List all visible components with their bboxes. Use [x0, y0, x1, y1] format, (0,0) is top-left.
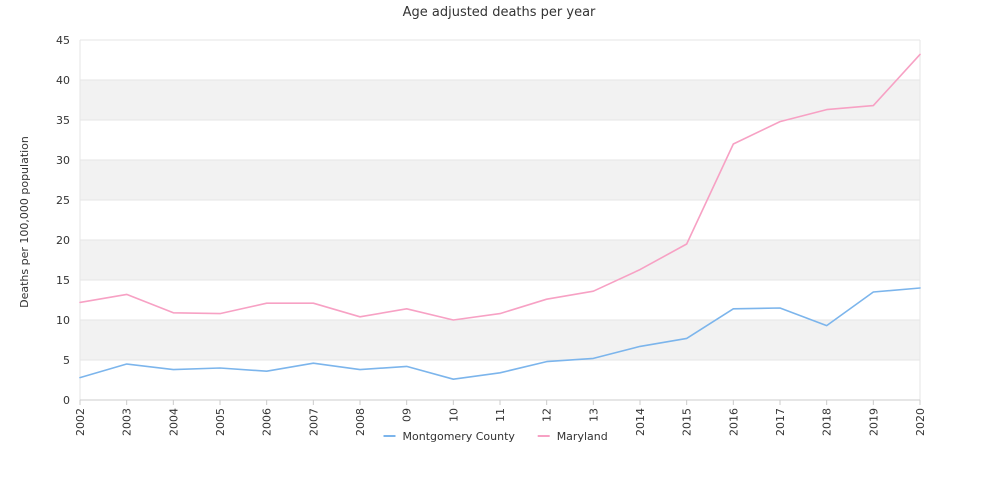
x-tick-label: 2005 — [214, 408, 227, 436]
y-tick-label: 15 — [56, 274, 70, 287]
x-tick-label: 2020 — [914, 408, 927, 436]
legend-item[interactable]: Maryland — [537, 430, 608, 443]
y-axis-title: Deaths per 100,000 population — [18, 136, 31, 308]
series-group — [79, 53, 921, 381]
y-tick-label: 30 — [56, 154, 70, 167]
legend-item[interactable]: Montgomery County — [383, 430, 516, 443]
x-tick-label: 2019 — [867, 408, 880, 436]
y-tick-label: 25 — [56, 194, 70, 207]
x-tick-label: 2004 — [167, 408, 180, 436]
x-tick-label: 2017 — [774, 408, 787, 436]
x-tick-label: 2016 — [727, 408, 740, 436]
x-tick-label: 2006 — [261, 408, 274, 436]
plot-band — [80, 160, 920, 200]
plot-band — [80, 320, 920, 360]
x-tick-label: 2015 — [681, 408, 694, 436]
y-tick-label: 40 — [56, 74, 70, 87]
x-tick-label: 13 — [587, 408, 600, 422]
series-line[interactable] — [79, 287, 921, 381]
plot-band — [80, 240, 920, 280]
x-tick-label: 2008 — [354, 408, 367, 436]
y-tick-label: 35 — [56, 114, 70, 127]
x-tick-label: 2002 — [74, 408, 87, 436]
series-line[interactable] — [79, 53, 921, 321]
legend[interactable]: Montgomery County Maryland — [383, 430, 608, 443]
y-tick-label: 10 — [56, 314, 70, 327]
x-axis: 2002 2003 2004 2005 2006 2007 2008 09 10 11 12 13 20… — [74, 400, 927, 436]
x-tick-label: 2018 — [821, 408, 834, 436]
plot-bands — [80, 80, 920, 360]
x-tick-label: 09 — [401, 408, 414, 422]
y-tick-label: 45 — [56, 34, 70, 47]
y-tick-label: 5 — [63, 354, 70, 367]
y-tick-label: 0 — [63, 394, 70, 407]
plot-band — [80, 80, 920, 120]
x-tick-label: 11 — [494, 408, 507, 422]
chart-title: Age adjusted deaths per year — [403, 5, 596, 20]
x-tick-label: 12 — [541, 408, 554, 422]
x-tick-label: 2007 — [307, 408, 320, 436]
x-tick-label: 2014 — [634, 408, 647, 436]
y-axis: 0 5 10 15 20 25 30 35 40 45 — [56, 34, 70, 407]
y-tick-label: 20 — [56, 234, 70, 247]
legend-label: Maryland — [557, 430, 608, 443]
x-tick-label: 10 — [447, 408, 460, 422]
x-tick-label: 2003 — [121, 408, 134, 436]
legend-label: Montgomery County — [403, 430, 516, 443]
